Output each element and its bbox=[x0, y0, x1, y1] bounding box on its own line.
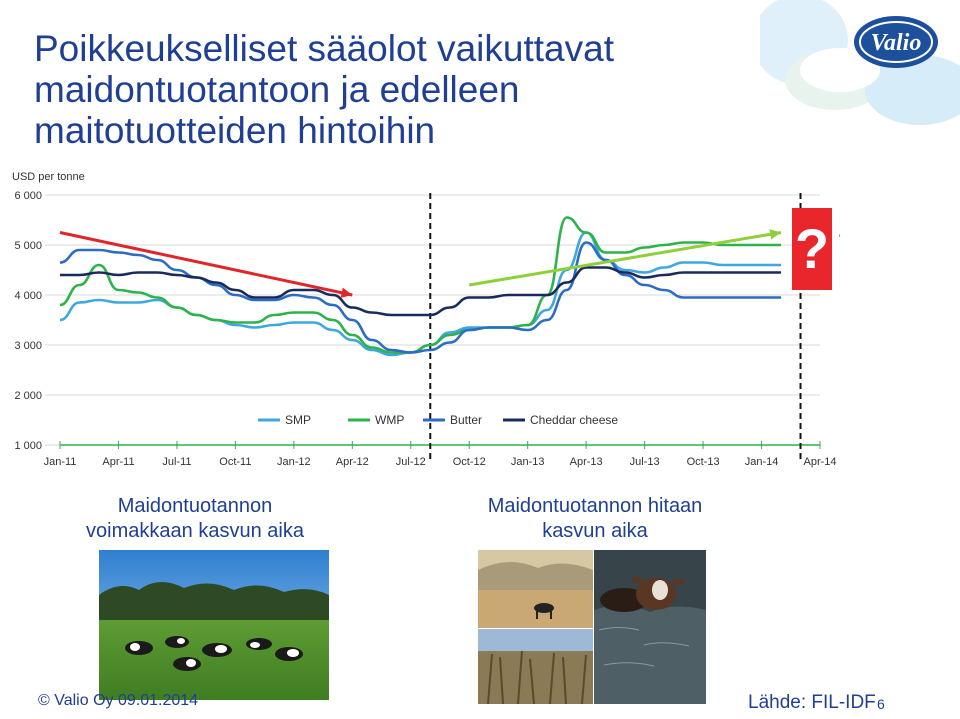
trend-arrow-head bbox=[340, 287, 353, 298]
trend-arrows bbox=[59, 229, 840, 298]
question-mark-box: ? bbox=[792, 208, 832, 290]
x-tick-label: Jan-11 bbox=[44, 456, 77, 468]
trend-arrow-head bbox=[769, 229, 782, 240]
x-tick-label: Apr-12 bbox=[336, 456, 369, 468]
x-tick-label: Apr-11 bbox=[102, 456, 134, 468]
x-tick-label: Jan-12 bbox=[277, 456, 311, 468]
y-tick-label: 3 000 bbox=[14, 340, 42, 352]
x-tick-labels: Jan-11 Apr-11 Jul-11 Oct-11 Jan-12 Apr-12 Jul-… bbox=[44, 456, 837, 468]
copyright-footer: © Valio Oy 09.01.2014 bbox=[38, 692, 199, 709]
x-tick-label: Jul-12 bbox=[396, 456, 426, 468]
legend-label: Butter bbox=[450, 413, 482, 427]
source-footer: Lähde: FIL-IDF bbox=[748, 692, 876, 713]
dairy-price-chart: USD per tonne 6 000 5 000 4 000 3 000 2 000 1… bbox=[0, 165, 840, 475]
x-tick-label: Jul-11 bbox=[162, 456, 191, 468]
series-lines bbox=[59, 216, 782, 357]
y-tick-labels: 6 000 5 000 4 000 3 000 2 000 1 000 bbox=[14, 190, 42, 452]
logo-text: Valio bbox=[871, 30, 922, 56]
y-tick-label: 5 000 bbox=[14, 240, 42, 252]
slide-title: Poikkeukselliset sääolot vaikuttavat mai… bbox=[34, 28, 614, 151]
x-tick-label: Jul-13 bbox=[630, 456, 660, 468]
legend-label: Cheddar cheese bbox=[530, 413, 618, 427]
valio-logo: Valio bbox=[752, 0, 960, 125]
x-tick-label: Oct-12 bbox=[453, 456, 486, 468]
trend-arrow bbox=[468, 231, 782, 287]
legend-label: WMP bbox=[375, 413, 404, 427]
caption-strong-growth: Maidontuotannon voimakkaan kasvun aika bbox=[86, 495, 304, 542]
y-tick-label: 4 000 bbox=[14, 290, 42, 302]
series-line-cheddar-cheese bbox=[60, 266, 782, 317]
flooded-cow-photo bbox=[594, 550, 706, 704]
series-line-butter bbox=[59, 241, 782, 354]
dry-field-cow-photo bbox=[478, 550, 593, 628]
y-axis-label: USD per tonne bbox=[12, 171, 85, 183]
x-tick-label: Oct-13 bbox=[687, 456, 720, 468]
y-tick-label: 2 000 bbox=[14, 390, 42, 402]
legend-label: SMP bbox=[285, 413, 311, 427]
x-tick-label: Jan-14 bbox=[745, 456, 779, 468]
chart-grid bbox=[45, 194, 821, 449]
series-line-wmp bbox=[59, 216, 782, 354]
x-tick-label: Oct-11 bbox=[219, 456, 251, 468]
trend-arrow bbox=[59, 231, 353, 297]
page-number: 6 bbox=[877, 696, 885, 712]
x-tick-label: Apr-13 bbox=[570, 456, 603, 468]
cows-pasture-photo bbox=[99, 550, 329, 700]
dry-crops-photo bbox=[478, 629, 593, 704]
x-tick-label: Jan-13 bbox=[511, 456, 545, 468]
x-tick-label: Apr-14 bbox=[803, 456, 836, 468]
y-tick-label: 1 000 bbox=[14, 440, 42, 452]
caption-slow-growth: Maidontuotannon hitaan kasvun aika bbox=[487, 495, 703, 542]
y-tick-label: 6 000 bbox=[14, 190, 42, 202]
chart-legend: SMP WMP Butter Cheddar cheese bbox=[258, 413, 618, 427]
